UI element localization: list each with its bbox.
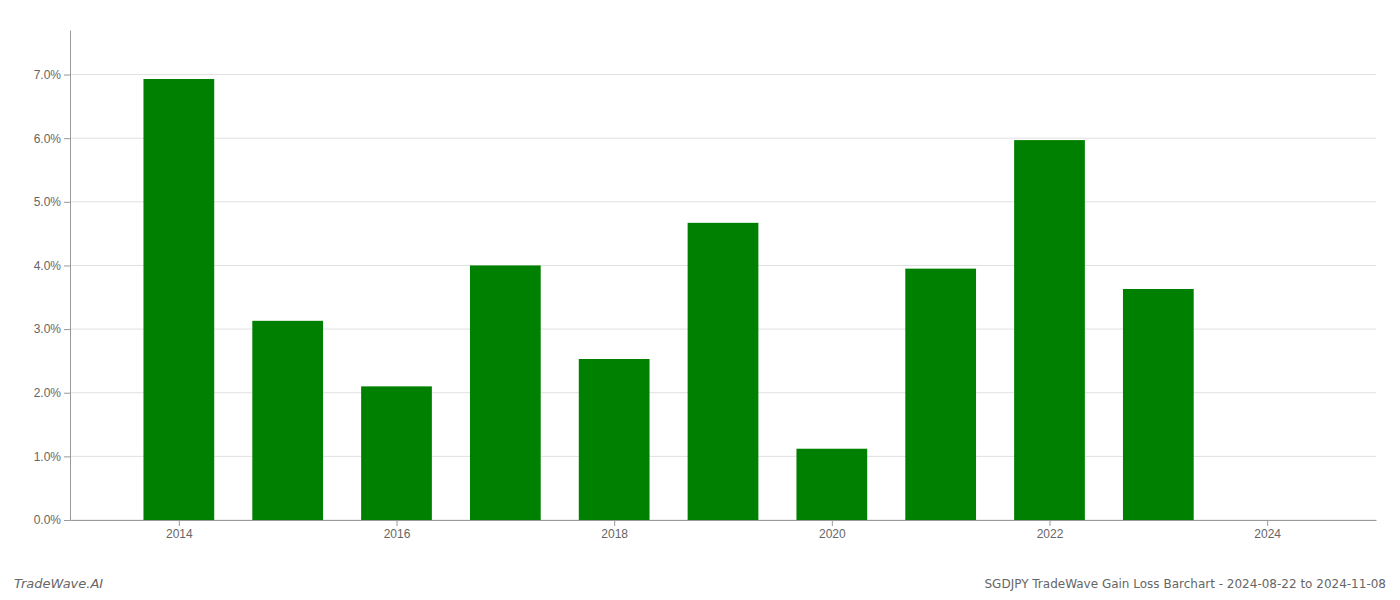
y-tick: 4.0% xyxy=(34,259,70,273)
x-tick-mark xyxy=(1050,520,1051,526)
y-tick-mark xyxy=(64,202,70,203)
x-tick-mark xyxy=(614,520,615,526)
x-tick-mark xyxy=(397,520,398,526)
bar xyxy=(796,449,867,520)
title: SGDJPY TradeWave Gain Loss Barchart - 20… xyxy=(984,577,1386,591)
bar xyxy=(361,386,432,520)
x-tick-label: 2016 xyxy=(384,527,411,541)
bar xyxy=(905,269,976,520)
y-tick-mark xyxy=(64,329,70,330)
y-tick-label: 2.0% xyxy=(34,386,62,400)
bar xyxy=(1123,289,1194,520)
y-axis: 0.0% 1.0% 2.0% 3.0% 4.0% 5.0% 6.0% 7.0% xyxy=(34,31,71,528)
x-axis-line xyxy=(71,520,1377,521)
y-tick: 6.0% xyxy=(34,132,70,146)
x-tick: 2022 xyxy=(1037,520,1064,541)
grid-line xyxy=(70,201,1376,202)
bar xyxy=(143,79,214,520)
chart: 0.0% 1.0% 2.0% 3.0% 4.0% 5.0% 6.0% 7.0% 2014 2016… xyxy=(0,0,1400,600)
y-tick: 1.0% xyxy=(34,450,70,464)
x-tick-mark xyxy=(179,520,180,526)
y-tick-mark xyxy=(64,265,70,266)
y-tick-label: 7.0% xyxy=(34,68,62,82)
x-tick-label: 2018 xyxy=(601,527,628,541)
x-tick: 2024 xyxy=(1254,520,1281,541)
bars xyxy=(143,79,1193,520)
x-tick: 2020 xyxy=(819,520,846,541)
bar xyxy=(470,265,541,520)
watermark: TradeWave.AI xyxy=(14,576,103,591)
y-tick-label: 1.0% xyxy=(34,450,62,464)
y-tick: 2.0% xyxy=(34,386,70,400)
y-tick-mark xyxy=(64,393,70,394)
bar xyxy=(252,321,323,520)
y-axis-line xyxy=(70,31,71,521)
y-tick-mark xyxy=(64,520,70,521)
y-tick-label: 0.0% xyxy=(34,513,62,527)
y-tick-mark xyxy=(64,138,70,139)
x-tick-label: 2024 xyxy=(1254,527,1281,541)
bar xyxy=(1014,140,1085,520)
bar xyxy=(688,223,759,520)
grid xyxy=(70,75,1376,520)
x-tick-label: 2020 xyxy=(819,527,846,541)
y-tick: 0.0% xyxy=(34,513,70,527)
x-axis: 2014 2016 2018 2020 2022 2024 xyxy=(71,520,1377,541)
y-tick: 7.0% xyxy=(34,68,70,82)
y-tick-mark xyxy=(64,456,70,457)
y-tick: 5.0% xyxy=(34,195,70,209)
x-tick-label: 2014 xyxy=(166,527,193,541)
x-tick-mark xyxy=(1267,520,1268,526)
plot: 0.0% 1.0% 2.0% 3.0% 4.0% 5.0% 6.0% 7.0% 2014 2016… xyxy=(34,31,1377,541)
y-tick-label: 4.0% xyxy=(34,259,62,273)
x-tick: 2014 xyxy=(166,520,193,541)
grid-line xyxy=(70,74,1376,75)
x-tick-mark xyxy=(832,520,833,526)
x-tick-label: 2022 xyxy=(1037,527,1064,541)
y-tick: 3.0% xyxy=(34,322,70,336)
x-tick: 2018 xyxy=(601,520,628,541)
y-tick-label: 6.0% xyxy=(34,132,62,146)
bar xyxy=(579,359,650,520)
y-tick-label: 5.0% xyxy=(34,195,62,209)
x-tick: 2016 xyxy=(384,520,411,541)
y-tick-mark xyxy=(64,75,70,76)
y-tick-label: 3.0% xyxy=(34,322,62,336)
grid-line xyxy=(70,138,1376,139)
